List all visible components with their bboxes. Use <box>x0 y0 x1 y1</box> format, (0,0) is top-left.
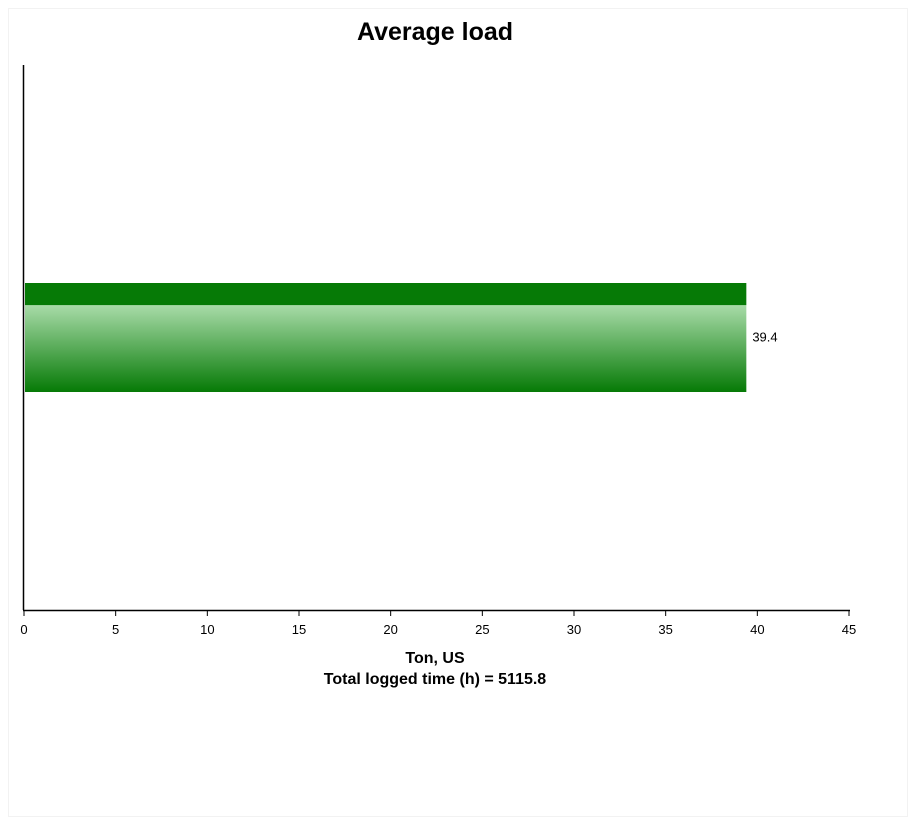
x-tick-label: 15 <box>292 622 306 637</box>
x-ticks-group: 0 5 10 15 20 25 30 35 40 45 <box>20 610 856 637</box>
bars-group <box>25 283 747 392</box>
x-tick-label: 0 <box>20 622 27 637</box>
total-logged-time-label: Total logged time (h) = 5115.8 <box>324 671 547 688</box>
x-axis-label: Ton, US <box>405 650 465 667</box>
x-tick-label: 40 <box>750 622 764 637</box>
bar-value-label: 39.4 <box>752 330 777 345</box>
x-tick-label: 10 <box>200 622 214 637</box>
data-labels-group: 39.4 <box>752 330 777 345</box>
chart-frame <box>8 8 908 817</box>
bar <box>25 283 747 392</box>
x-tick-label: 20 <box>383 622 397 637</box>
x-tick-label: 45 <box>842 622 856 637</box>
chart-title: Average load <box>357 18 513 46</box>
x-tick-label: 5 <box>112 622 119 637</box>
x-tick-label: 25 <box>475 622 489 637</box>
x-tick-label: 30 <box>567 622 581 637</box>
x-tick-label: 35 <box>658 622 672 637</box>
